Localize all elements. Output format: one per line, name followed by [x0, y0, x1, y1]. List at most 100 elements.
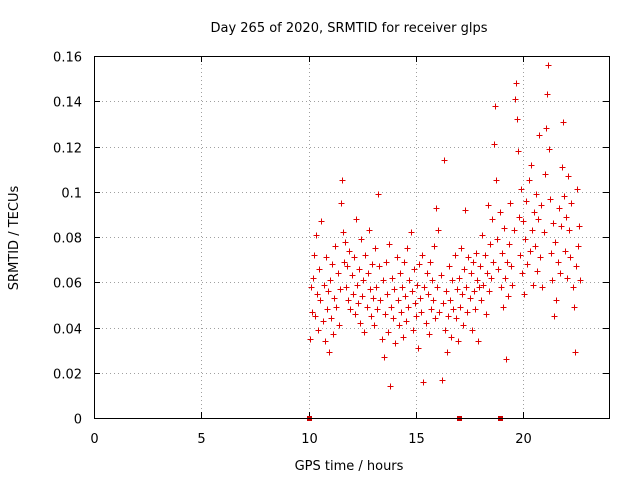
data-point — [381, 354, 388, 361]
data-point — [329, 261, 336, 268]
data-point — [452, 252, 459, 259]
data-point — [387, 383, 394, 390]
data-point — [401, 259, 408, 266]
data-point — [360, 277, 367, 284]
x-tick-label: 20 — [515, 432, 532, 447]
data-point — [403, 318, 410, 325]
data-point — [400, 334, 407, 341]
data-point — [565, 173, 572, 180]
chart-title: Day 265 of 2020, SRMTID for receiver glp… — [210, 21, 487, 36]
data-point — [523, 198, 530, 205]
data-point — [353, 216, 360, 223]
data-point — [557, 270, 564, 277]
data-point — [358, 236, 365, 243]
data-point — [576, 223, 583, 230]
data-point — [478, 297, 485, 304]
x-tick-labels: 0 5 10 15 20 — [90, 432, 531, 447]
data-point — [485, 202, 492, 209]
data-point — [497, 209, 504, 216]
data-point — [542, 171, 549, 178]
data-point — [385, 329, 392, 336]
data-point — [373, 284, 380, 291]
data-point — [494, 236, 501, 243]
data-point — [474, 277, 481, 284]
data-point — [477, 263, 484, 270]
data-point — [522, 236, 529, 243]
data-point — [546, 146, 553, 153]
data-point — [438, 272, 445, 279]
data-point — [473, 250, 480, 257]
data-point — [460, 322, 467, 329]
data-point — [538, 202, 545, 209]
data-point — [562, 248, 569, 255]
y-tick-label: 0.02 — [53, 368, 82, 383]
data-point — [405, 304, 412, 311]
data-point — [462, 207, 469, 214]
data-point — [547, 196, 554, 203]
data-point — [518, 186, 525, 193]
data-point — [465, 254, 472, 261]
data-point — [350, 291, 357, 298]
data-point — [402, 293, 409, 300]
data-point — [499, 250, 506, 257]
data-point — [331, 295, 338, 302]
data-point — [308, 284, 315, 291]
data-point — [439, 377, 446, 384]
data-point — [548, 250, 555, 257]
data-point — [553, 297, 560, 304]
data-point — [550, 220, 557, 227]
data-point — [445, 313, 452, 320]
data-point — [424, 270, 431, 277]
data-point — [357, 320, 364, 327]
data-point — [459, 291, 466, 298]
data-point — [412, 300, 419, 307]
data-point — [491, 141, 498, 148]
data-point — [338, 200, 345, 207]
data-point — [442, 327, 449, 334]
data-point — [507, 200, 514, 207]
data-point — [388, 304, 395, 311]
data-point — [448, 334, 455, 341]
data-point — [351, 254, 358, 261]
data-point — [346, 248, 353, 255]
data-point — [524, 261, 531, 268]
data-point — [519, 270, 526, 277]
grid-lines — [94, 56, 609, 418]
data-point — [435, 227, 442, 234]
data-point — [533, 191, 540, 198]
data-point — [482, 252, 489, 259]
data-point — [433, 205, 440, 212]
data-point — [456, 275, 463, 282]
data-point — [399, 284, 406, 291]
data-point — [561, 193, 568, 200]
y-tick-label: 0.04 — [53, 323, 82, 338]
data-point — [423, 320, 430, 327]
data-point — [443, 288, 450, 295]
data-point — [573, 263, 580, 270]
data-point — [469, 327, 476, 334]
data-point — [369, 261, 376, 268]
data-point — [577, 277, 584, 284]
data-point — [575, 243, 582, 250]
data-point — [444, 349, 451, 356]
data-point — [572, 349, 579, 356]
data-point — [454, 286, 461, 293]
data-point — [322, 338, 329, 345]
data-point — [529, 227, 536, 234]
data-point — [517, 252, 524, 259]
data-point — [440, 300, 447, 307]
data-point — [307, 336, 314, 343]
data-point — [471, 288, 478, 295]
data-point — [520, 218, 527, 225]
data-point — [364, 304, 371, 311]
y-tick-label: 0.06 — [53, 277, 82, 292]
data-point — [516, 214, 523, 221]
data-point — [450, 306, 457, 313]
data-point — [352, 311, 359, 318]
y-tick-labels: 0 0.02 0.04 0.06 0.08 0.1 0.12 0.14 0.16 — [53, 51, 82, 428]
data-point — [531, 209, 538, 216]
data-point — [320, 318, 327, 325]
data-point — [343, 284, 350, 291]
data-point — [537, 254, 544, 261]
